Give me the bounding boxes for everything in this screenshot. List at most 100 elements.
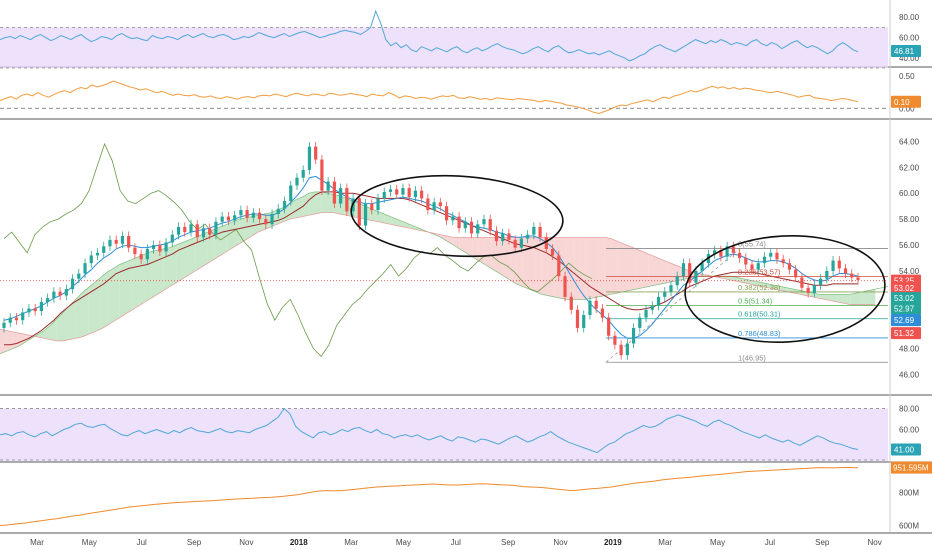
ichimoku-cloud-segment: [289, 199, 296, 220]
rsi-line: [0, 407, 859, 454]
candle-body: [339, 188, 343, 204]
ichimoku-cloud-segment: [579, 237, 586, 300]
y-tick-label: 0.00: [899, 104, 915, 113]
price-tag: [891, 327, 921, 340]
fib-level-label: 1(46.95): [738, 353, 766, 362]
x-tick-label: Jul: [451, 538, 461, 547]
candle-body: [320, 159, 324, 191]
candle-body: [781, 259, 785, 264]
candle-body: [426, 198, 430, 211]
candle-body: [694, 270, 698, 283]
ichimoku-cloud-segment: [50, 318, 57, 341]
ichimoku-cloud-segment: [157, 248, 164, 295]
ichimoku-cloud-segment: [466, 237, 473, 257]
candle-body: [775, 252, 779, 260]
ichimoku-cloud-segment: [843, 294, 851, 305]
candle-body: [669, 285, 673, 292]
x-tick-label: May: [710, 538, 725, 547]
candle-body: [538, 226, 542, 238]
candle-body: [607, 317, 611, 336]
candle-body: [83, 263, 87, 274]
x-tick-label: Mar: [344, 538, 358, 547]
candle-body: [787, 263, 792, 270]
price-tag-label: 52.97: [894, 305, 915, 314]
candle-body: [77, 273, 81, 279]
candle-body: [127, 235, 131, 248]
senkou-span-b: [0, 212, 876, 342]
price-tag: [891, 314, 921, 327]
candle-body: [114, 239, 118, 244]
y-tick-label: 46.00: [899, 371, 920, 380]
candle-body: [58, 291, 62, 296]
ichimoku-cloud-segment: [629, 246, 637, 291]
candle-body: [176, 226, 181, 235]
x-tick-label: Jul: [137, 538, 147, 547]
price-tag-label: 53.25: [894, 277, 915, 286]
obv-panel: 800M 600M 951.595M: [0, 461, 932, 530]
ichimoku-cloud-segment: [233, 219, 240, 248]
price-tag: [891, 292, 921, 305]
candle-body: [650, 305, 654, 310]
ichimoku-cloud-segment: [610, 238, 618, 295]
candle-body: [27, 308, 31, 313]
ichimoku-cloud-segment: [44, 325, 51, 340]
rsi-last-tag-label: 41.00: [894, 445, 915, 454]
candle-body: [139, 254, 143, 260]
candle-body: [488, 219, 492, 231]
fib-level-label: 0.786(48.83): [738, 329, 781, 338]
ichimoku-cloud-segment: [862, 290, 870, 305]
candle-body: [856, 277, 860, 281]
candle-body: [469, 221, 474, 234]
candle-body: [376, 198, 380, 211]
candle-body: [831, 260, 835, 271]
annotation-ellipses: [350, 174, 886, 343]
y-tick-label: 80.00: [899, 13, 920, 22]
ichimoku-cloud-segment: [182, 239, 189, 279]
x-tick-label: Jul: [765, 538, 775, 547]
ichimoku-cloud-segment: [453, 237, 460, 249]
ichimoku-cloud-segment: [119, 261, 126, 318]
candle-body: [444, 206, 449, 221]
candle-body: [14, 317, 19, 321]
ichimoku-cloud-segment: [440, 234, 448, 242]
y-tick-label: 80.00: [899, 405, 920, 414]
candle-body: [544, 237, 548, 249]
y-tick-label: 58.00: [899, 215, 920, 224]
y-tick-label: 60.00: [899, 189, 920, 198]
ichimoku-cloud-segment: [655, 256, 662, 286]
rsi-last-tag: [891, 443, 921, 456]
rsi-bottom-panel: 80.00 60.00 41.00: [0, 405, 921, 461]
candle-body: [407, 188, 411, 198]
ichimoku-cloud-segment: [170, 245, 177, 287]
candle-body: [8, 317, 12, 323]
ichimoku-cloud-segment: [100, 272, 108, 330]
price-panel: 0(55.74) 0.236(53.57) 0.382(52.38) 0.5(51.3…: [0, 137, 921, 380]
candle-body: [582, 314, 586, 328]
candle-body: [725, 246, 729, 257]
candle-body: [270, 213, 274, 225]
ichimoku-cloud-segment: [56, 312, 63, 341]
macd-panel: 0.50 0.000.10: [0, 72, 921, 115]
candle-body: [619, 344, 623, 356]
candle-body: [345, 188, 349, 212]
candle-body: [183, 226, 187, 233]
candle-body: [675, 276, 679, 286]
candle-body: [289, 185, 293, 202]
candle-body: [457, 216, 461, 229]
candle-body: [688, 263, 692, 283]
ichimoku-cloud-segment: [151, 250, 158, 299]
candle-body: [769, 252, 773, 257]
ichimoku-cloud-segment: [447, 236, 454, 245]
candle-body: [563, 276, 567, 297]
y-tick-label: 800M: [899, 489, 919, 498]
macd-last-tag-label: 0.10: [894, 98, 910, 107]
candle-body: [526, 234, 530, 239]
ichimoku-cloud-segment: [604, 237, 611, 296]
candle-body: [806, 287, 810, 293]
ichimoku-cloud-segment: [321, 191, 328, 213]
candle-body: [52, 291, 56, 299]
ichimoku-cloud-segment: [837, 294, 844, 304]
candle-body: [164, 242, 168, 252]
candle-body: [818, 278, 823, 286]
